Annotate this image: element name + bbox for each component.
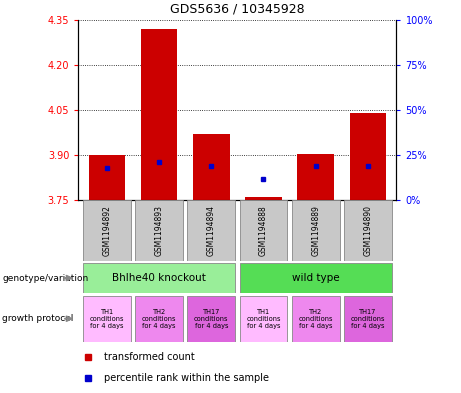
Bar <box>344 200 392 261</box>
Bar <box>135 200 183 261</box>
Bar <box>83 296 131 342</box>
Bar <box>187 200 235 261</box>
Text: TH17
conditions
for 4 days: TH17 conditions for 4 days <box>350 309 385 329</box>
Text: TH2
conditions
for 4 days: TH2 conditions for 4 days <box>298 309 333 329</box>
Text: GSM1194889: GSM1194889 <box>311 206 320 256</box>
Bar <box>240 263 392 293</box>
Text: GSM1194890: GSM1194890 <box>363 206 372 256</box>
Text: transformed count: transformed count <box>104 351 195 362</box>
Bar <box>193 134 230 200</box>
Bar <box>135 296 183 342</box>
Bar <box>292 200 340 261</box>
Bar <box>187 296 235 342</box>
Text: wild type: wild type <box>292 273 339 283</box>
Bar <box>240 296 288 342</box>
Bar <box>141 29 177 200</box>
Text: GSM1194893: GSM1194893 <box>155 206 164 256</box>
Text: Bhlhe40 knockout: Bhlhe40 knockout <box>112 273 206 283</box>
Bar <box>297 154 334 200</box>
Bar <box>83 263 235 293</box>
Bar <box>240 200 288 261</box>
Text: genotype/variation: genotype/variation <box>2 274 89 283</box>
Text: GSM1194894: GSM1194894 <box>207 206 216 256</box>
Bar <box>89 155 125 200</box>
Text: TH17
conditions
for 4 days: TH17 conditions for 4 days <box>194 309 229 329</box>
Text: growth protocol: growth protocol <box>2 314 74 323</box>
Text: TH1
conditions
for 4 days: TH1 conditions for 4 days <box>246 309 281 329</box>
Text: TH1
conditions
for 4 days: TH1 conditions for 4 days <box>90 309 124 329</box>
Bar <box>292 296 340 342</box>
Text: GSM1194888: GSM1194888 <box>259 206 268 256</box>
Bar <box>344 296 392 342</box>
Bar <box>245 197 282 200</box>
Text: TH2
conditions
for 4 days: TH2 conditions for 4 days <box>142 309 177 329</box>
Text: GSM1194892: GSM1194892 <box>102 206 112 256</box>
Title: GDS5636 / 10345928: GDS5636 / 10345928 <box>170 3 305 16</box>
Bar <box>83 200 131 261</box>
Text: percentile rank within the sample: percentile rank within the sample <box>104 373 269 383</box>
Bar <box>349 113 386 200</box>
